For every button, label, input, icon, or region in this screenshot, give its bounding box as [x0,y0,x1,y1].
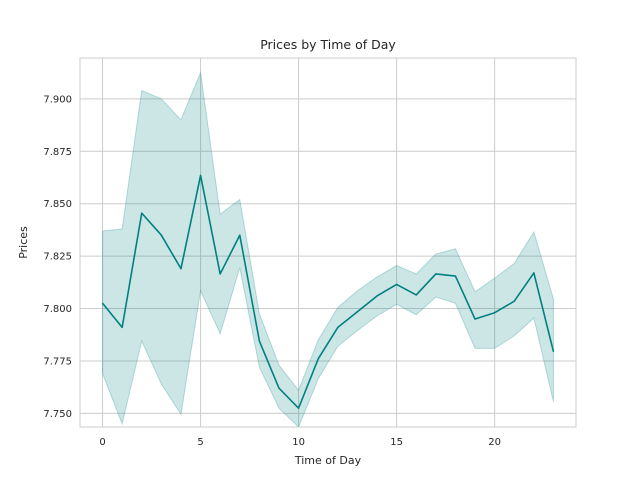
y-gridlines [80,98,576,414]
x-tick-label: 20 [488,437,501,448]
y-tick-label: 7.875 [43,147,72,158]
confidence-band [102,70,554,428]
y-tick-labels: 7.750 7.775 7.800 7.825 7.850 7.875 7.900 [43,94,72,419]
y-tick-label: 7.750 [43,409,72,420]
chart-title: Prices by Time of Day [260,37,396,52]
price-line [101,174,555,409]
y-tick-label: 7.775 [43,356,72,367]
y-tick-label: 7.800 [43,304,72,315]
x-tick-label: 15 [390,437,403,448]
y-tick-label: 7.850 [43,199,72,210]
y-tick-label: 7.825 [43,252,72,263]
y-tick-label: 7.900 [43,94,72,105]
x-gridlines [102,58,496,427]
x-axis-title: Time of Day [294,454,362,467]
x-tick-label: 10 [292,437,305,448]
x-tick-label: 5 [197,437,203,448]
x-tick-labels: 0 5 10 15 20 [99,437,501,448]
y-axis-title: Prices [17,226,30,259]
plot-area [80,58,576,427]
x-tick-label: 0 [99,437,105,448]
plot-frame [79,57,577,428]
